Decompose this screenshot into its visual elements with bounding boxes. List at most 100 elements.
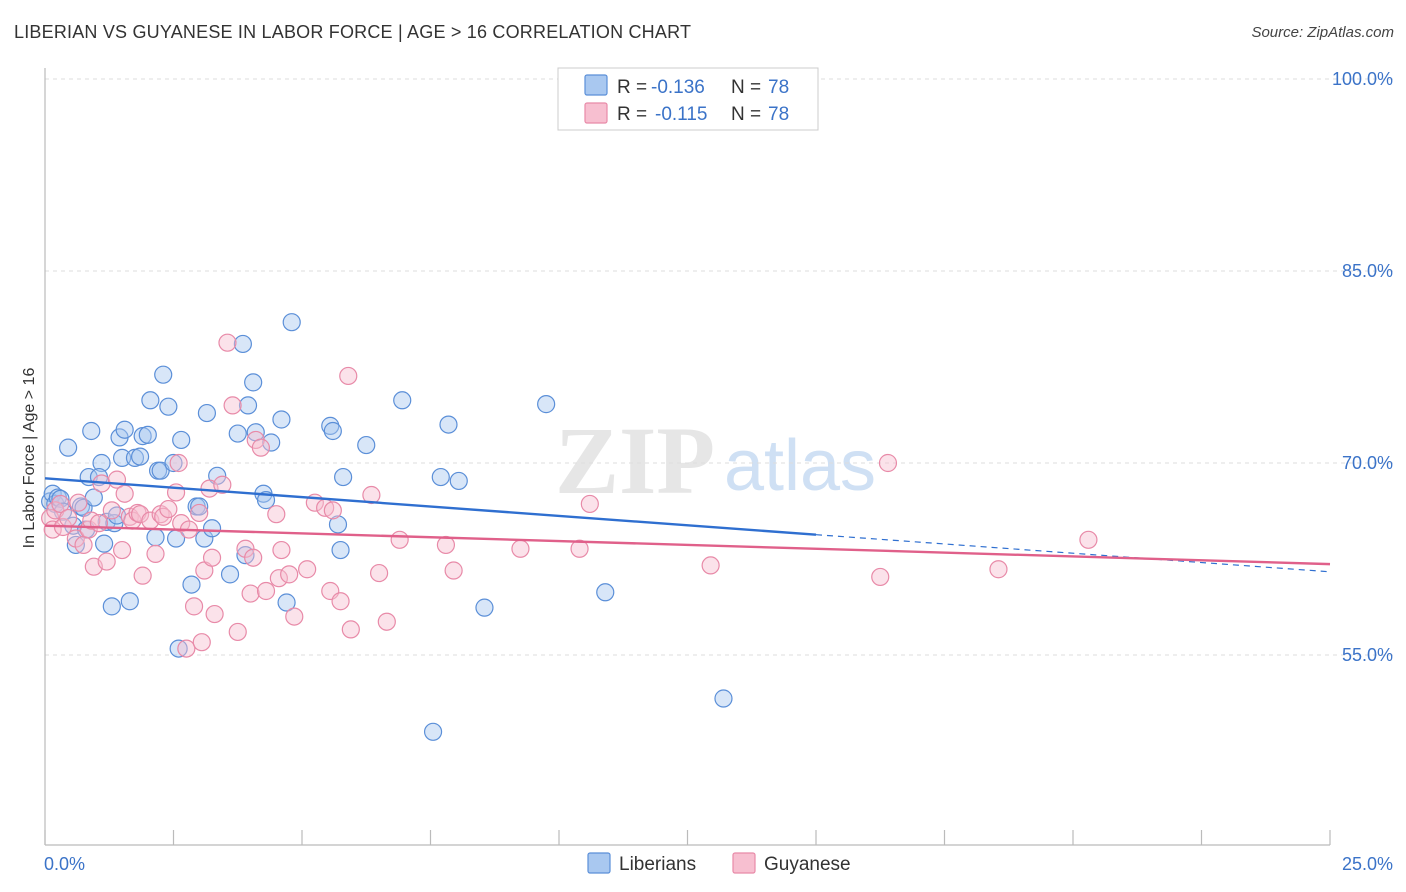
x-tick-label-0: 0.0% <box>44 854 85 874</box>
point-liberians-40 <box>182 575 201 594</box>
point-liberians-69 <box>439 415 458 434</box>
point-guyanese-61 <box>331 592 350 611</box>
legend-n-value-1: 78 <box>768 77 789 98</box>
point-liberians-21 <box>102 597 121 616</box>
legend-r-value-2: -0.115 <box>655 104 707 125</box>
series-liberians <box>41 313 733 741</box>
point-guyanese-25 <box>146 544 165 563</box>
point-guyanese-43 <box>223 396 242 415</box>
point-guyanese-23 <box>133 566 152 585</box>
point-guyanese-28 <box>159 499 178 519</box>
point-guyanese-15 <box>102 501 121 520</box>
point-liberians-73 <box>596 583 615 602</box>
point-liberians-29 <box>138 425 157 444</box>
y-tick-label-0: 55.0% <box>1342 645 1393 665</box>
point-guyanese-3 <box>51 494 70 514</box>
bottom-legend-swatch-liberians <box>587 852 611 874</box>
point-liberians-15 <box>92 453 111 473</box>
point-liberians-17 <box>95 534 114 553</box>
point-liberians-52 <box>244 373 263 392</box>
point-guyanese-30 <box>169 453 188 473</box>
point-guyanese-71 <box>570 539 589 558</box>
point-guyanese-41 <box>213 475 232 494</box>
point-liberians-74 <box>714 689 733 708</box>
point-guyanese-64 <box>362 485 381 505</box>
point-liberians-49 <box>233 334 252 354</box>
point-liberians-36 <box>164 453 183 473</box>
point-guyanese-77 <box>1079 530 1098 549</box>
watermark-atlas: atlas <box>724 426 876 506</box>
y-tick-label-2: 85.0% <box>1342 261 1393 281</box>
point-liberians-18 <box>97 512 116 531</box>
point-liberians-59 <box>282 313 301 332</box>
trend-line-guyanese <box>44 524 1331 566</box>
point-liberians-24 <box>115 420 134 439</box>
point-guyanese-62 <box>339 366 358 386</box>
point-guyanese-76 <box>989 560 1008 579</box>
point-liberians-70 <box>449 471 468 491</box>
point-liberians-71 <box>475 598 494 617</box>
point-guyanese-14 <box>97 552 116 571</box>
point-liberians-56 <box>262 433 281 452</box>
point-liberians-64 <box>334 467 353 487</box>
axes <box>44 68 1331 846</box>
point-guyanese-40 <box>205 604 224 624</box>
point-liberians-42 <box>190 497 209 516</box>
point-guyanese-5 <box>59 508 78 528</box>
point-liberians-22 <box>112 448 132 467</box>
point-liberians-14 <box>82 421 101 441</box>
legend-swatch-liberians <box>584 74 608 96</box>
point-guyanese-51 <box>267 505 286 524</box>
legend-r-label-1: R = <box>617 77 647 98</box>
point-liberians-47 <box>220 565 240 584</box>
point-guyanese-46 <box>241 584 260 603</box>
y-tick-label-3: 100.0% <box>1332 69 1393 89</box>
point-guyanese-35 <box>190 503 209 523</box>
point-guyanese-52 <box>269 569 288 588</box>
tick-labels: 55.0% 70.0% 85.0% 100.0% 0.0% 25.0% <box>44 69 1393 874</box>
point-guyanese-47 <box>244 548 263 567</box>
point-liberians-6 <box>59 438 78 457</box>
point-liberians-66 <box>393 391 412 410</box>
y-tick-label-1: 70.0% <box>1342 453 1393 473</box>
point-liberians-58 <box>277 593 296 612</box>
source-note: Source: ZipAtlas.com <box>1251 24 1394 41</box>
point-liberians-65 <box>357 435 376 455</box>
trend-lines <box>44 477 1331 573</box>
point-guyanese-65 <box>370 563 389 583</box>
trend-line-liberians <box>44 477 817 536</box>
point-liberians-51 <box>238 396 258 415</box>
point-liberians-57 <box>272 410 291 429</box>
point-guyanese-66 <box>377 612 396 631</box>
point-guyanese-42 <box>218 333 237 352</box>
legend-r-value-1: -0.136 <box>651 77 705 98</box>
point-guyanese-63 <box>341 620 360 639</box>
legend-swatch-guyanese <box>584 102 608 124</box>
point-liberians-25 <box>120 592 139 611</box>
point-guyanese-18 <box>115 484 134 503</box>
x-tick-label-1: 25.0% <box>1342 854 1393 874</box>
point-guyanese-56 <box>298 560 317 579</box>
point-liberians-48 <box>228 424 247 443</box>
point-guyanese-60 <box>323 501 342 520</box>
point-guyanese-32 <box>177 639 196 658</box>
legend-n-label-1: N = <box>731 77 761 98</box>
bottom-legend-guyanese: Guyanese <box>764 854 851 875</box>
point-guyanese-36 <box>192 633 211 652</box>
point-liberians-44 <box>197 403 217 423</box>
bottom-legend-liberians: Liberians <box>619 854 696 875</box>
point-guyanese-8 <box>74 535 93 555</box>
point-guyanese-55 <box>285 607 304 626</box>
point-liberians-35 <box>159 397 178 416</box>
point-guyanese-70 <box>511 539 530 558</box>
point-liberians-63 <box>331 540 350 560</box>
point-liberians-68 <box>431 467 450 487</box>
bottom-legend-swatch-guyanese <box>732 852 756 874</box>
point-guyanese-44 <box>228 622 247 642</box>
legend-box: R = -0.136 N = 78 R = -0.115 N = 78 <box>557 67 819 131</box>
point-liberians-72 <box>537 395 556 414</box>
point-guyanese-69 <box>444 561 463 580</box>
trend-line-extension-liberians <box>815 534 1331 573</box>
point-guyanese-17 <box>112 540 132 560</box>
